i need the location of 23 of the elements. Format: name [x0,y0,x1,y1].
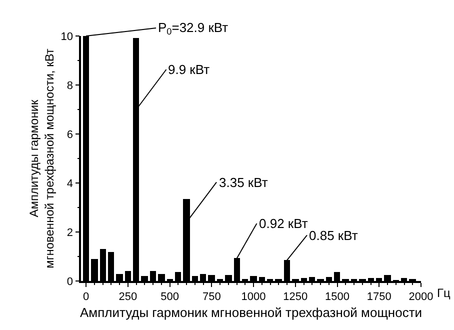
y-tick-label: 6 [66,128,74,141]
x-tick-label: 250 [118,290,138,303]
x-axis-title: Амплитуды гармоник мгновенной трехфазной мощности [80,305,422,320]
text: Гц [437,286,450,300]
x-tick-label: 500 [160,290,179,303]
annotation: 3.35 кВт [219,175,268,190]
x-tick-label: 1250 [283,290,308,303]
x-tick-label: 1750 [366,290,392,303]
y-tick-label: 0 [66,276,74,288]
y-axis-title: Амплитуды гармоник мгновенной трехфазной мощности, кВт [27,48,57,268]
annotation: 0.92 кВт [259,216,308,231]
x-tick-label: 1500 [325,290,350,303]
x-tick-label: 750 [202,290,221,303]
y-tick-label: 10 [60,30,74,43]
y-tick-label: 4 [66,178,74,190]
x-tick-label: 2000 [408,290,434,303]
annotation: 0.85 кВт [309,228,358,243]
x-tick-label: 1000 [241,290,266,303]
y-tick-label: 2 [66,226,74,239]
x-tick-label: 0 [82,290,90,303]
annotation: 9.9 кВт [168,62,210,77]
annotation: P$_{0}$=32.9 кВт [158,20,228,37]
y-tick-label: 8 [66,80,74,92]
